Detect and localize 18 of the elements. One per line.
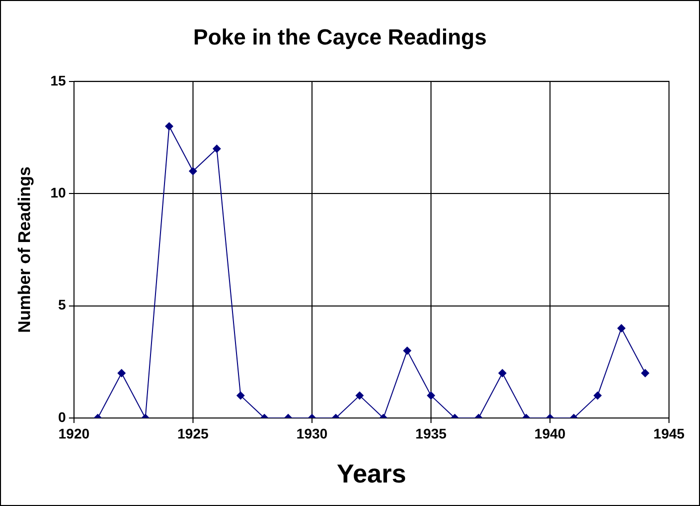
point: [165, 122, 174, 130]
chart-title: Poke in the Cayce Readings: [193, 24, 487, 50]
x-tick-label: 1945: [653, 425, 685, 442]
point: [188, 167, 197, 176]
y-tick-label: 0: [58, 408, 66, 425]
x-tick-label: 1935: [415, 425, 447, 442]
point: [403, 346, 412, 355]
y-tick-label: 15: [50, 72, 66, 88]
y-axis-title: Number of Readings: [14, 166, 34, 333]
x-tick-label: 1940: [534, 425, 566, 442]
x-tick-label: 1920: [58, 425, 90, 442]
x-tick-label: 1930: [296, 425, 328, 442]
x-axis-title: Years: [336, 458, 406, 489]
y-tick-label: 10: [50, 184, 66, 200]
point: [212, 144, 221, 153]
y-tick-label: 5: [58, 296, 66, 313]
point: [617, 324, 626, 332]
x-tick-label: 1925: [177, 425, 209, 442]
